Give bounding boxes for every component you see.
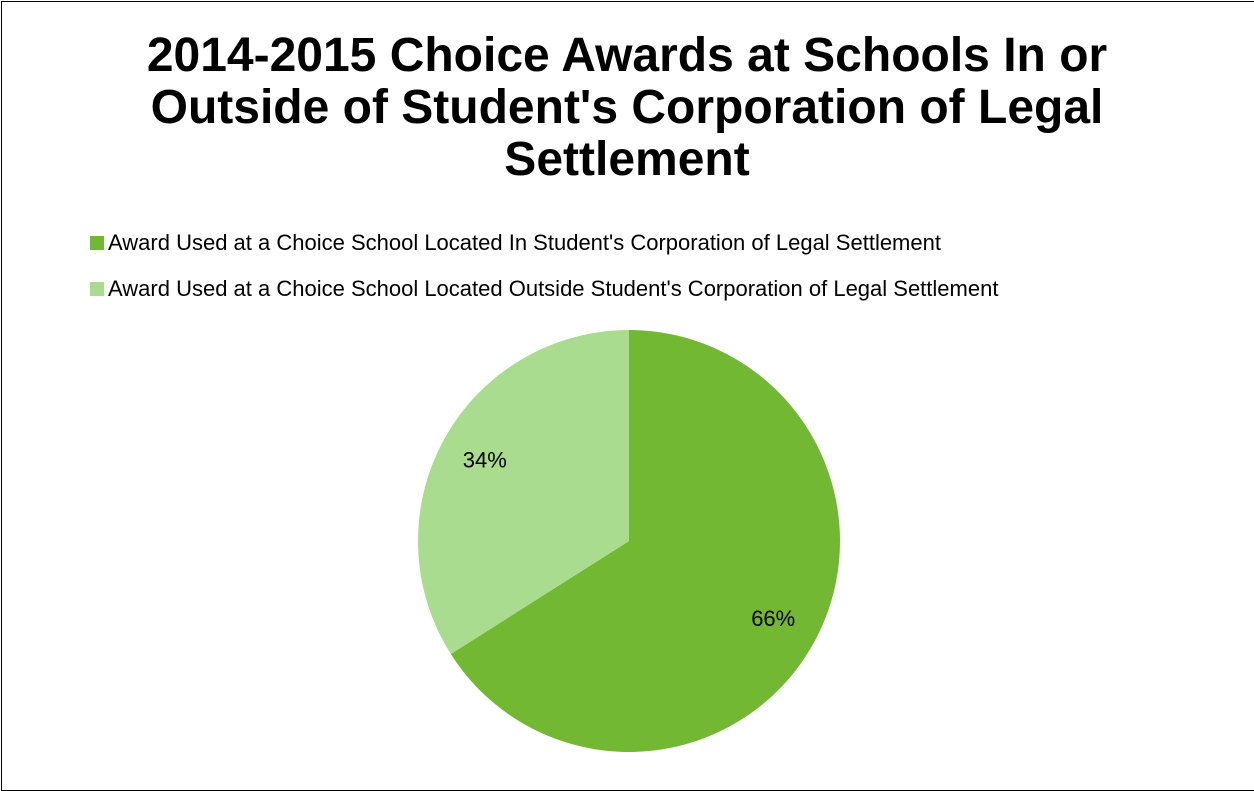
legend-label-outside-corporation: Award Used at a Choice School Located Ou… [108, 276, 999, 301]
legend-label-in-corporation: Award Used at a Choice School Located In… [108, 230, 941, 255]
chart-title: 2014-2015 Choice Awards at Schools In or… [0, 30, 1254, 186]
pie-slice-outside-corporation [417, 330, 629, 655]
legend-swatch-outside-corporation [90, 282, 104, 296]
slice-label-in-corporation: 66% [751, 606, 795, 631]
pie-slice-in-corporation [450, 330, 840, 752]
chart-legend: Award Used at a Choice School Located In… [90, 220, 998, 312]
legend-swatch-in-corporation [90, 236, 104, 250]
slice-label-outside-corporation: 34% [463, 448, 507, 473]
chart-title-line-3: Settlement [504, 133, 750, 186]
legend-item-outside-corporation: Award Used at a Choice School Located Ou… [90, 266, 998, 312]
chart-title-line-1: 2014-2015 Choice Awards at Schools In or [146, 29, 1108, 82]
legend-item-in-corporation: Award Used at a Choice School Located In… [90, 220, 998, 266]
chart-title-line-2: Outside of Student's Corporation of Lega… [150, 81, 1104, 134]
